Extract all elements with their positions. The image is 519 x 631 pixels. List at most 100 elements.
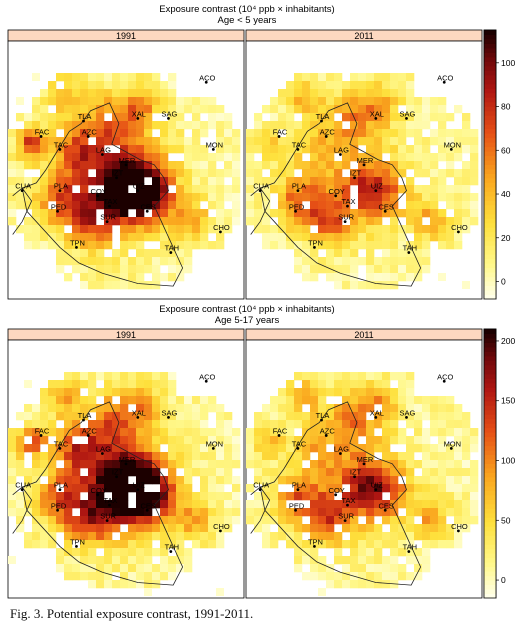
heat-cell [120, 161, 129, 170]
station-label-pla: PLA [54, 182, 68, 191]
heat-cell [232, 161, 241, 170]
heat-cell [120, 177, 129, 186]
heat-cell [374, 460, 383, 469]
heat-cell [56, 548, 65, 557]
heat-cell [350, 257, 359, 266]
heat-cell [454, 484, 463, 493]
heat-cell [144, 476, 153, 485]
heat-cell [208, 428, 217, 437]
heat-cell [112, 249, 121, 258]
heat-cell [398, 572, 407, 581]
heat-cell [88, 380, 97, 389]
heat-cell [168, 556, 177, 565]
heat-cell [64, 105, 73, 114]
station-dot-ces [383, 508, 387, 512]
heat-cell [358, 412, 367, 421]
heat-cell [40, 233, 49, 242]
heat-cell [342, 241, 351, 250]
heat-cell [64, 161, 73, 170]
heat-cell [350, 121, 359, 130]
heat-cell [294, 121, 303, 130]
heat-cell [390, 404, 399, 413]
heat-cell [398, 241, 407, 250]
heat-cell [160, 508, 169, 517]
heat-cell [112, 476, 121, 485]
heat-cell [350, 73, 359, 82]
heat-cell [96, 372, 105, 381]
heat-cell [40, 508, 49, 517]
heat-cell [406, 436, 415, 445]
heat-cell [390, 436, 399, 445]
heat-cell [294, 388, 303, 397]
station-label-tla: TLA [316, 411, 330, 420]
heat-cell [254, 137, 263, 146]
heat-cell [144, 217, 153, 226]
heat-cell [112, 97, 121, 106]
station-dot-tax [108, 204, 111, 208]
heat-cell [152, 372, 161, 381]
station-label-ped: PED [51, 202, 67, 211]
heat-cell [136, 532, 145, 541]
heat-cell [176, 396, 185, 405]
heat-cell [454, 500, 463, 509]
station-dot-mer [124, 462, 128, 466]
heat-cell [224, 193, 233, 202]
heat-cell [406, 508, 415, 517]
heat-cell [422, 97, 431, 106]
heat-cell [232, 444, 241, 453]
heat-cell [96, 564, 105, 573]
heat-cell [48, 185, 57, 194]
heat-cell [422, 249, 431, 258]
heat-cell [422, 452, 431, 461]
heat-cell [470, 444, 479, 453]
heat-cell [208, 241, 217, 250]
heat-cell [310, 436, 319, 445]
colorbar-swatch [484, 445, 496, 451]
heat-cell [358, 484, 367, 493]
heat-cell [270, 444, 279, 453]
heat-cell [414, 209, 423, 218]
station-label-fac: FAC [273, 426, 288, 435]
under5-chart-subtitle: Age < 5 years [218, 15, 277, 26]
heat-cell [104, 412, 113, 421]
heat-cell [422, 524, 431, 533]
heat-cell [334, 428, 343, 437]
heat-cell [334, 412, 343, 421]
heat-cell [72, 572, 81, 581]
heat-cell [144, 580, 153, 589]
heat-cell [48, 444, 57, 453]
heat-cell [454, 185, 463, 194]
heat-cell [24, 177, 33, 186]
heat-cell [438, 396, 447, 405]
station-dot-ces [383, 209, 387, 213]
heat-cell [278, 508, 287, 517]
heat-cell [246, 516, 255, 525]
heat-cell [398, 169, 407, 178]
heat-cell [350, 564, 359, 573]
heat-cell [350, 209, 359, 218]
colorbar-swatch [484, 272, 496, 278]
heat-cell [152, 185, 161, 194]
heat-cell [96, 73, 105, 82]
heat-cell [286, 161, 295, 170]
heat-cell [326, 145, 335, 154]
heat-cell [48, 500, 57, 509]
heat-cell [128, 241, 137, 250]
heat-cell [56, 556, 65, 565]
heat-cell [200, 412, 209, 421]
heat-cell [374, 73, 383, 82]
station-dot-cua [20, 488, 24, 492]
heat-cell [390, 121, 399, 130]
heat-cell [366, 169, 375, 178]
station-label-izt: IZT [112, 468, 124, 477]
heat-cell [96, 233, 105, 242]
heat-cell [374, 241, 383, 250]
heat-cell [48, 540, 57, 549]
heat-cell [334, 225, 343, 234]
heat-cell [200, 97, 209, 106]
heat-cell [88, 201, 97, 210]
heat-cell [8, 500, 17, 509]
heat-cell [246, 153, 255, 162]
heat-cell [104, 73, 113, 82]
heat-cell [56, 201, 65, 210]
